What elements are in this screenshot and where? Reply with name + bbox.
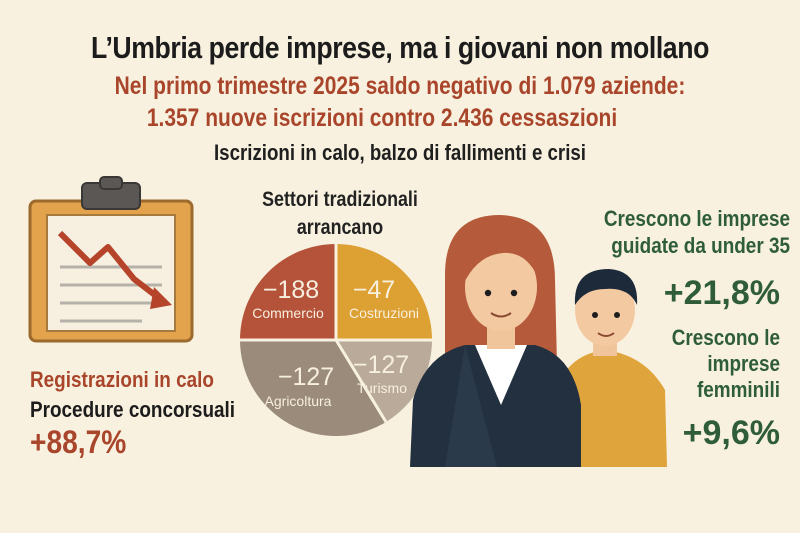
bankruptcy-procedures-percent: +88,7% — [30, 424, 127, 460]
sectors-title-line1: Settori tradizionali — [262, 188, 418, 211]
pie-label-agricoltura: Agricoltura — [265, 393, 332, 409]
under35-percent: +21,8% — [663, 274, 780, 312]
under35-heading: Crescono le imprese guidate da under 35 — [575, 205, 790, 259]
pie-label-turismo: Turismo — [357, 380, 407, 396]
pie-value-costruzioni: −47 — [353, 276, 395, 304]
clipboard-chart-icon — [28, 176, 194, 343]
female-heading-line3: femminili — [696, 377, 780, 402]
sectors-title: Settori tradizionali arrancano — [234, 186, 447, 242]
female-heading-line1: Crescono le — [671, 325, 780, 350]
young-entrepreneurs-illustration — [410, 215, 667, 467]
pie-value-turismo: −127 — [353, 351, 409, 379]
sectors-title-line2: arrancano — [296, 216, 384, 239]
bankruptcy-procedures-label: Procedure concorsuali — [30, 397, 236, 422]
pie-slice-costruzioni — [336, 244, 432, 340]
female-percent: +9,6% — [682, 414, 780, 452]
under35-heading-line1: Crescono le imprese — [603, 206, 790, 231]
pie-label-commercio: Commercio — [252, 305, 324, 321]
pie-label-costruzioni: Costruzioni — [349, 305, 419, 321]
pie-value-agricoltura: −127 — [278, 363, 334, 391]
female-heading-line2: imprese — [707, 351, 780, 376]
under35-heading-line2: guidate da under 35 — [611, 233, 790, 258]
sectors-pie: −188 Commercio −47 Costruzioni −127 Turi… — [239, 244, 432, 437]
pie-slice-turismo — [336, 340, 432, 422]
headline: L’Umbria perde imprese, ma i giovani non… — [91, 30, 709, 65]
female-heading: Crescono le imprese femminili — [625, 325, 780, 403]
registrations-label: Registrazioni in calo — [30, 367, 214, 392]
pie-slice-commercio — [240, 244, 336, 340]
subheadline-trend: Iscrizioni in calo, balzo di fallimenti … — [213, 140, 587, 165]
subheadline-registrations: 1.357 nuove iscrizioni contro 2.436 cess… — [146, 104, 618, 132]
pie-value-commercio: −188 — [263, 276, 319, 304]
subheadline-balance: Nel primo trimestre 2025 saldo negativo … — [114, 72, 686, 100]
